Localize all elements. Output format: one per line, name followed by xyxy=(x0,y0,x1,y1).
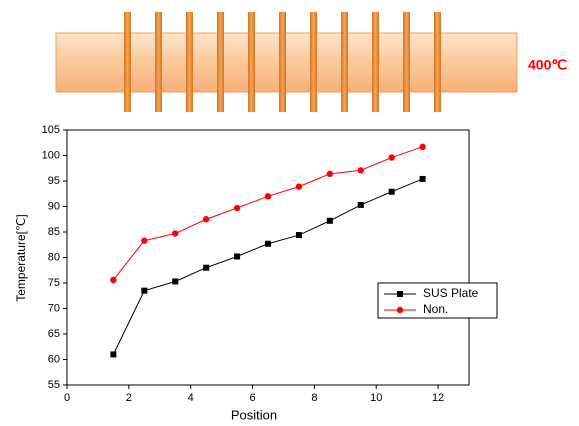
marker xyxy=(141,237,148,244)
marker xyxy=(326,217,333,224)
marker xyxy=(203,264,210,271)
y-tick-label: 95 xyxy=(48,175,60,187)
marker xyxy=(295,232,302,239)
heater-bar xyxy=(248,12,255,112)
y-axis-label: Temperature[℃] xyxy=(14,214,28,302)
marker xyxy=(419,175,426,182)
legend-marker xyxy=(397,291,403,297)
x-axis-label: Position xyxy=(231,407,277,422)
y-tick-label: 55 xyxy=(48,379,60,391)
marker xyxy=(357,201,364,208)
marker xyxy=(172,230,179,237)
marker xyxy=(141,287,148,294)
plot-frame xyxy=(66,129,470,386)
marker xyxy=(172,278,179,285)
marker xyxy=(388,188,395,195)
y-tick-label: 85 xyxy=(48,226,60,238)
y-tick-label: 65 xyxy=(48,328,60,340)
marker xyxy=(110,351,117,358)
marker xyxy=(388,154,395,161)
legend-label: Non. xyxy=(423,302,448,316)
marker xyxy=(233,204,241,212)
marker xyxy=(234,253,241,260)
y-tick-label: 75 xyxy=(48,277,60,289)
y-tick-label: 80 xyxy=(48,251,60,263)
x-tick-label: 8 xyxy=(311,392,317,404)
marker xyxy=(357,167,364,174)
marker xyxy=(326,170,334,178)
series-line xyxy=(112,178,423,355)
marker xyxy=(419,143,426,151)
heater-bar xyxy=(186,12,193,112)
marker xyxy=(264,193,272,200)
x-tick-label: 6 xyxy=(249,392,255,404)
legend-marker xyxy=(396,306,404,314)
heater-bar xyxy=(155,12,162,112)
y-tick-label: 100 xyxy=(42,149,60,161)
temperature-label: 400℃ xyxy=(528,57,567,73)
heater-bar xyxy=(310,12,317,112)
x-tick-label: 2 xyxy=(126,392,132,404)
marker xyxy=(295,183,303,190)
x-tick-label: 0 xyxy=(64,392,70,404)
heater-bar xyxy=(341,12,348,112)
marker xyxy=(110,276,117,284)
x-tick-label: 12 xyxy=(432,392,444,404)
legend-label: SUS Plate xyxy=(423,286,479,300)
y-tick-label: 60 xyxy=(48,353,60,365)
heater-bar xyxy=(372,12,379,112)
x-tick-label: 10 xyxy=(370,392,382,404)
y-tick-label: 90 xyxy=(48,200,60,212)
marker xyxy=(202,216,210,223)
heater-bar xyxy=(217,12,224,112)
marker xyxy=(265,240,271,247)
series-line xyxy=(112,146,423,281)
heater-bar xyxy=(124,12,131,112)
heater-bar xyxy=(403,12,410,112)
x-tick-label: 4 xyxy=(188,392,194,404)
heater-bar xyxy=(434,12,441,112)
y-tick-label: 70 xyxy=(48,302,60,314)
heater-bar xyxy=(279,12,286,112)
y-tick-label: 105 xyxy=(42,124,60,136)
heaters xyxy=(124,12,441,112)
